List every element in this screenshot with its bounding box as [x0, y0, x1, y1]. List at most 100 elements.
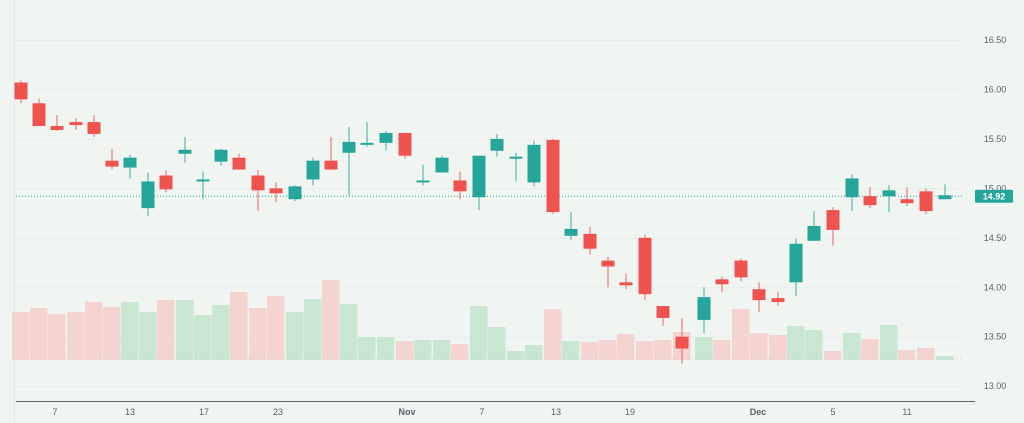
- candle: [734, 258, 748, 282]
- candle: [583, 226, 597, 255]
- candle: [342, 127, 356, 196]
- candle: [196, 171, 210, 200]
- candle: [938, 184, 952, 200]
- volume-bar: [267, 296, 285, 360]
- candle: [269, 182, 283, 203]
- volume-bar: [377, 337, 395, 360]
- volume-bar: [103, 307, 121, 360]
- candle: [379, 130, 393, 151]
- time-tick-label: 5: [830, 407, 835, 417]
- candle: [398, 132, 412, 159]
- price-tick-label: 16.50: [984, 35, 1007, 45]
- volume-bar: [48, 314, 66, 360]
- candle: [826, 207, 840, 246]
- candle: [324, 136, 338, 170]
- time-axis[interactable]: 7 13 17 23 Nov 7 13 19 Dec 5 11: [52, 407, 911, 417]
- candle: [882, 185, 896, 213]
- last-price-badge: 14.92: [975, 189, 1013, 203]
- candle: [123, 154, 137, 179]
- price-candles: [14, 80, 952, 364]
- candle: [752, 282, 766, 312]
- volume-bar: [322, 280, 340, 360]
- volume-bar: [843, 333, 861, 360]
- volume-bar: [304, 299, 322, 360]
- price-tick-label: 14.50: [984, 233, 1007, 243]
- volume-bar: [525, 345, 543, 360]
- candle: [306, 157, 320, 186]
- volume-bar: [139, 312, 157, 360]
- volume-bar: [67, 312, 85, 360]
- volume-bar: [433, 340, 451, 360]
- candle: [141, 172, 155, 217]
- volume-bar: [880, 325, 898, 360]
- candle: [771, 292, 785, 307]
- time-tick-label: 23: [273, 407, 283, 417]
- volume-bar: [581, 342, 599, 360]
- candle: [416, 164, 430, 186]
- volume-bar: [562, 341, 580, 360]
- volume-bar: [230, 292, 248, 360]
- candle: [105, 148, 119, 170]
- volume-bar: [544, 309, 562, 360]
- time-tick-label: 7: [479, 407, 484, 417]
- volume-bars: [12, 280, 962, 360]
- time-tick-label: 17: [199, 407, 209, 417]
- candle: [32, 98, 46, 127]
- time-tick-label: 19: [625, 407, 635, 417]
- candle: [288, 185, 302, 202]
- volume-bar: [917, 348, 935, 360]
- volume-bar: [121, 302, 139, 360]
- candle: [564, 212, 578, 240]
- time-tick-label: Nov: [398, 407, 415, 417]
- volume-bar: [176, 300, 194, 360]
- price-tick-label: 13.50: [984, 332, 1007, 342]
- volume-bar: [488, 327, 506, 360]
- candle: [509, 152, 523, 182]
- last-price-label: 14.92: [983, 191, 1006, 201]
- volume-bar: [787, 326, 805, 360]
- volume-bar: [396, 341, 414, 360]
- candle: [87, 115, 101, 137]
- candle: [69, 118, 83, 130]
- candle: [251, 169, 265, 212]
- candle: [675, 317, 689, 364]
- volume-bar: [654, 340, 672, 360]
- volume-bar: [212, 305, 230, 360]
- volume-bar: [249, 308, 267, 360]
- candle: [546, 138, 560, 215]
- candle: [490, 133, 504, 157]
- volume-bar: [286, 312, 304, 360]
- volume-bar: [769, 335, 787, 360]
- volume-bar: [617, 334, 635, 360]
- volume-bar: [695, 337, 713, 360]
- volume-bar: [194, 315, 212, 360]
- candle: [214, 148, 228, 166]
- volume-bar: [507, 351, 525, 360]
- price-tick-label: 16.00: [984, 84, 1007, 94]
- volume-bar: [824, 351, 842, 360]
- candle: [845, 174, 859, 212]
- candle: [472, 155, 486, 211]
- volume-bar: [414, 340, 432, 360]
- volume-bar: [898, 350, 916, 360]
- candle: [807, 211, 821, 241]
- candle: [50, 115, 64, 131]
- volume-bar: [732, 309, 750, 360]
- volume-bar: [599, 340, 617, 360]
- volume-bar: [451, 344, 469, 360]
- volume-bar: [713, 340, 731, 360]
- candle: [435, 155, 449, 173]
- price-axis[interactable]: 16.50 16.00 15.50 15.00 14.50 14.00 13.50 13.00: [984, 35, 1007, 391]
- volume-bar: [805, 330, 823, 360]
- volume-bar: [861, 339, 879, 360]
- time-tick-label: 11: [902, 407, 911, 417]
- time-tick-label: 13: [125, 407, 135, 417]
- candle: [715, 276, 729, 293]
- volume-bar: [470, 306, 488, 360]
- volume-bar: [85, 302, 103, 360]
- candle: [656, 306, 670, 326]
- price-tick-label: 15.50: [984, 134, 1007, 144]
- time-tick-label: 13: [551, 407, 561, 417]
- candle: [178, 136, 192, 163]
